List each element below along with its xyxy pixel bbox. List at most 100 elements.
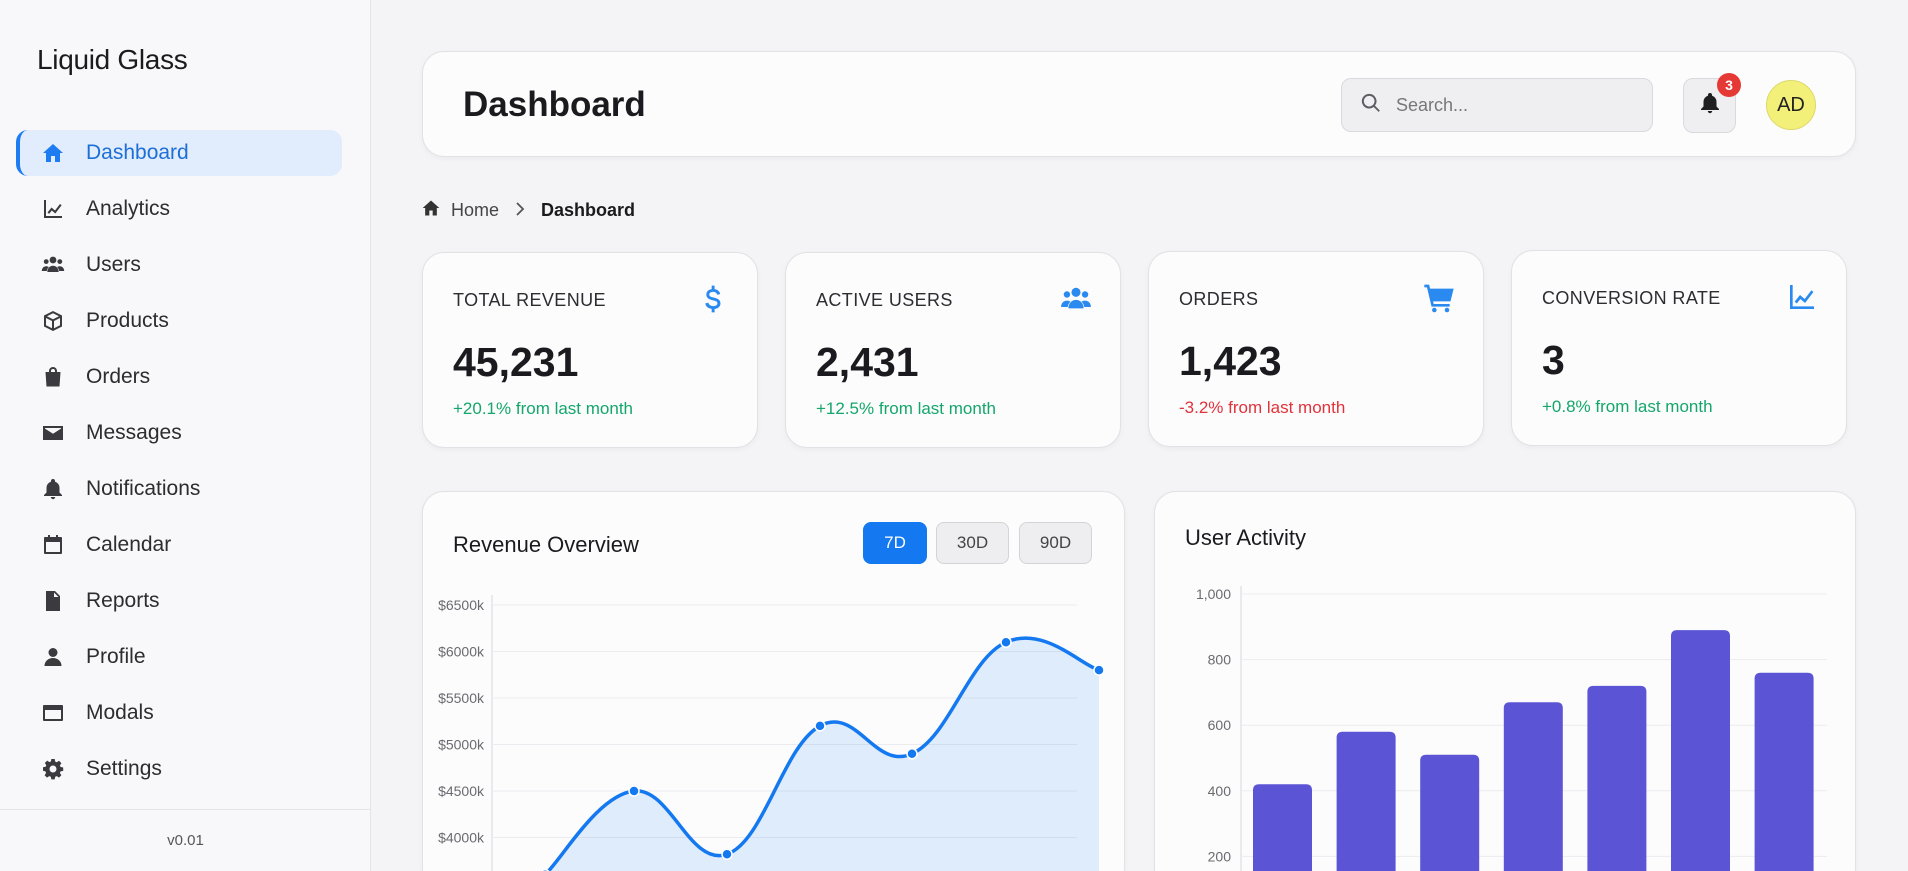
sidebar-item-profile[interactable]: Profile [16, 634, 342, 680]
stat-label: CONVERSION RATE [1542, 288, 1721, 308]
sidebar-item-label: Settings [86, 757, 162, 780]
revenue-area-fill [548, 638, 1099, 871]
breadcrumb: Home Dashboard [421, 198, 635, 223]
sidebar-item-notifications[interactable]: Notifications [16, 466, 342, 512]
stat-change: -3.2% from last month [1179, 398, 1346, 417]
range-90d-button[interactable]: 90D [1019, 522, 1092, 564]
revenue-card-title: Revenue Overview [453, 532, 639, 557]
page-title: Dashboard [463, 85, 646, 124]
search-box[interactable] [1341, 78, 1653, 132]
user-activity-bar-chart: 1,000 800 600 400 200 [1196, 586, 1827, 871]
y-tick-label: $6500k [438, 597, 485, 613]
y-tick-label: $5500k [438, 690, 485, 706]
revenue-data-point[interactable] [1000, 636, 1012, 648]
stat-change: +20.1% from last month [453, 399, 634, 418]
sidebar-item-users[interactable]: Users [16, 242, 342, 288]
sidebar-item-label: Modals [86, 701, 154, 724]
sidebar-item-analytics[interactable]: Analytics [16, 186, 342, 232]
revenue-data-point[interactable] [814, 720, 826, 732]
users-icon [40, 252, 66, 278]
sidebar-item-orders[interactable]: Orders [16, 354, 342, 400]
sidebar-item-label: Analytics [86, 197, 171, 220]
y-tick-label: 400 [1208, 783, 1232, 799]
y-tick-label: 1,000 [1196, 586, 1231, 602]
activity-bar[interactable] [1587, 685, 1647, 871]
envelope-icon [40, 420, 66, 446]
stat-change: +12.5% from last month [816, 399, 997, 418]
brand-logo: Liquid Glass [37, 44, 188, 75]
top-header: Dashboard 3 AD [422, 51, 1856, 157]
sidebar-item-reports[interactable]: Reports [16, 578, 342, 624]
version-label: v0.01 [0, 809, 371, 871]
revenue-data-point[interactable] [906, 748, 918, 760]
activity-bar[interactable] [1253, 784, 1312, 871]
y-tick-label: $5000k [438, 737, 485, 753]
stat-card-conversion-rate: CONVERSION RATE 3 +0.8% from last month [1511, 250, 1847, 446]
activity-bar[interactable] [1336, 731, 1396, 871]
stat-value: 3 [1542, 337, 1565, 383]
activity-bar[interactable] [1420, 754, 1480, 871]
stat-value: 2,431 [816, 339, 919, 385]
bell-icon [40, 476, 66, 502]
revenue-data-point[interactable] [1093, 664, 1105, 676]
cart-icon [1423, 282, 1455, 314]
sidebar-item-calendar[interactable]: Calendar [16, 522, 342, 568]
revenue-data-point[interactable] [721, 848, 733, 860]
user-activity-card: User Activity 1,000 800 600 400 200 [1154, 491, 1856, 871]
sidebar-item-label: Calendar [86, 533, 172, 556]
search-icon [1360, 92, 1396, 119]
revenue-data-point[interactable] [628, 785, 640, 797]
revenue-overview-card: Revenue Overview 7D 30D 90D $6500k $6000k… [422, 491, 1125, 871]
user-avatar[interactable]: AD [1766, 80, 1816, 130]
revenue-area-chart: $6500k $6000k $5500k $5000k $4500k $4000k [438, 595, 1105, 871]
y-tick-label: $6000k [438, 644, 485, 660]
user-icon [40, 644, 66, 670]
dollar-icon [697, 283, 729, 315]
stat-value: 1,423 [1179, 338, 1282, 384]
activity-bar[interactable] [1671, 630, 1730, 871]
line-chart-icon [40, 196, 66, 222]
y-tick-label: 200 [1208, 848, 1232, 864]
sidebar-item-products[interactable]: Products [16, 298, 342, 344]
sidebar-item-settings[interactable]: Settings [16, 746, 342, 792]
chevron-right-icon [499, 200, 541, 221]
activity-bar[interactable] [1503, 702, 1563, 871]
range-30d-button[interactable]: 30D [936, 522, 1009, 564]
sidebar-item-label: Reports [86, 589, 160, 612]
sidebar-item-label: Users [86, 253, 141, 276]
activity-bar[interactable] [1754, 672, 1814, 871]
sidebar-item-label: Messages [86, 421, 182, 444]
y-tick-label: $4500k [438, 783, 485, 799]
box-icon [40, 308, 66, 334]
notification-count-badge: 3 [1717, 73, 1741, 97]
bell-icon [1698, 91, 1722, 120]
sidebar-item-messages[interactable]: Messages [16, 410, 342, 456]
sidebar-item-label: Products [86, 309, 169, 332]
file-icon [40, 588, 66, 614]
sidebar-item-label: Notifications [86, 477, 201, 500]
breadcrumb-current: Dashboard [541, 200, 636, 220]
sidebar-item-label: Profile [86, 645, 146, 668]
stat-card-orders: ORDERS 1,423 -3.2% from last month [1148, 251, 1484, 447]
calendar-icon [40, 532, 66, 558]
home-icon [40, 140, 66, 166]
y-tick-label: 600 [1208, 717, 1232, 733]
shopping-bag-icon [40, 364, 66, 390]
sidebar: Liquid Glass Dashboard Analytics Users Prod… [0, 0, 371, 871]
stat-change: +0.8% from last month [1542, 397, 1713, 416]
stat-label: TOTAL REVENUE [453, 290, 606, 310]
notifications-button[interactable]: 3 [1683, 73, 1741, 133]
search-input[interactable] [1396, 94, 1626, 116]
breadcrumb-home-link[interactable]: Home [451, 200, 500, 220]
sidebar-nav: Dashboard Analytics Users Products Orders Mes… [16, 130, 342, 802]
range-7d-button[interactable]: 7D [863, 522, 927, 564]
sidebar-item-label: Orders [86, 365, 151, 388]
stat-card-active-users: ACTIVE USERS 2,431 +12.5% from last month [785, 252, 1121, 448]
window-icon [40, 700, 66, 726]
sidebar-item-label: Dashboard [86, 141, 189, 164]
sidebar-item-dashboard[interactable]: Dashboard [16, 130, 342, 176]
sidebar-item-modals[interactable]: Modals [16, 690, 342, 736]
stat-value: 45,231 [453, 339, 579, 385]
line-chart-icon [1786, 281, 1818, 313]
y-tick-label: 800 [1208, 652, 1232, 668]
